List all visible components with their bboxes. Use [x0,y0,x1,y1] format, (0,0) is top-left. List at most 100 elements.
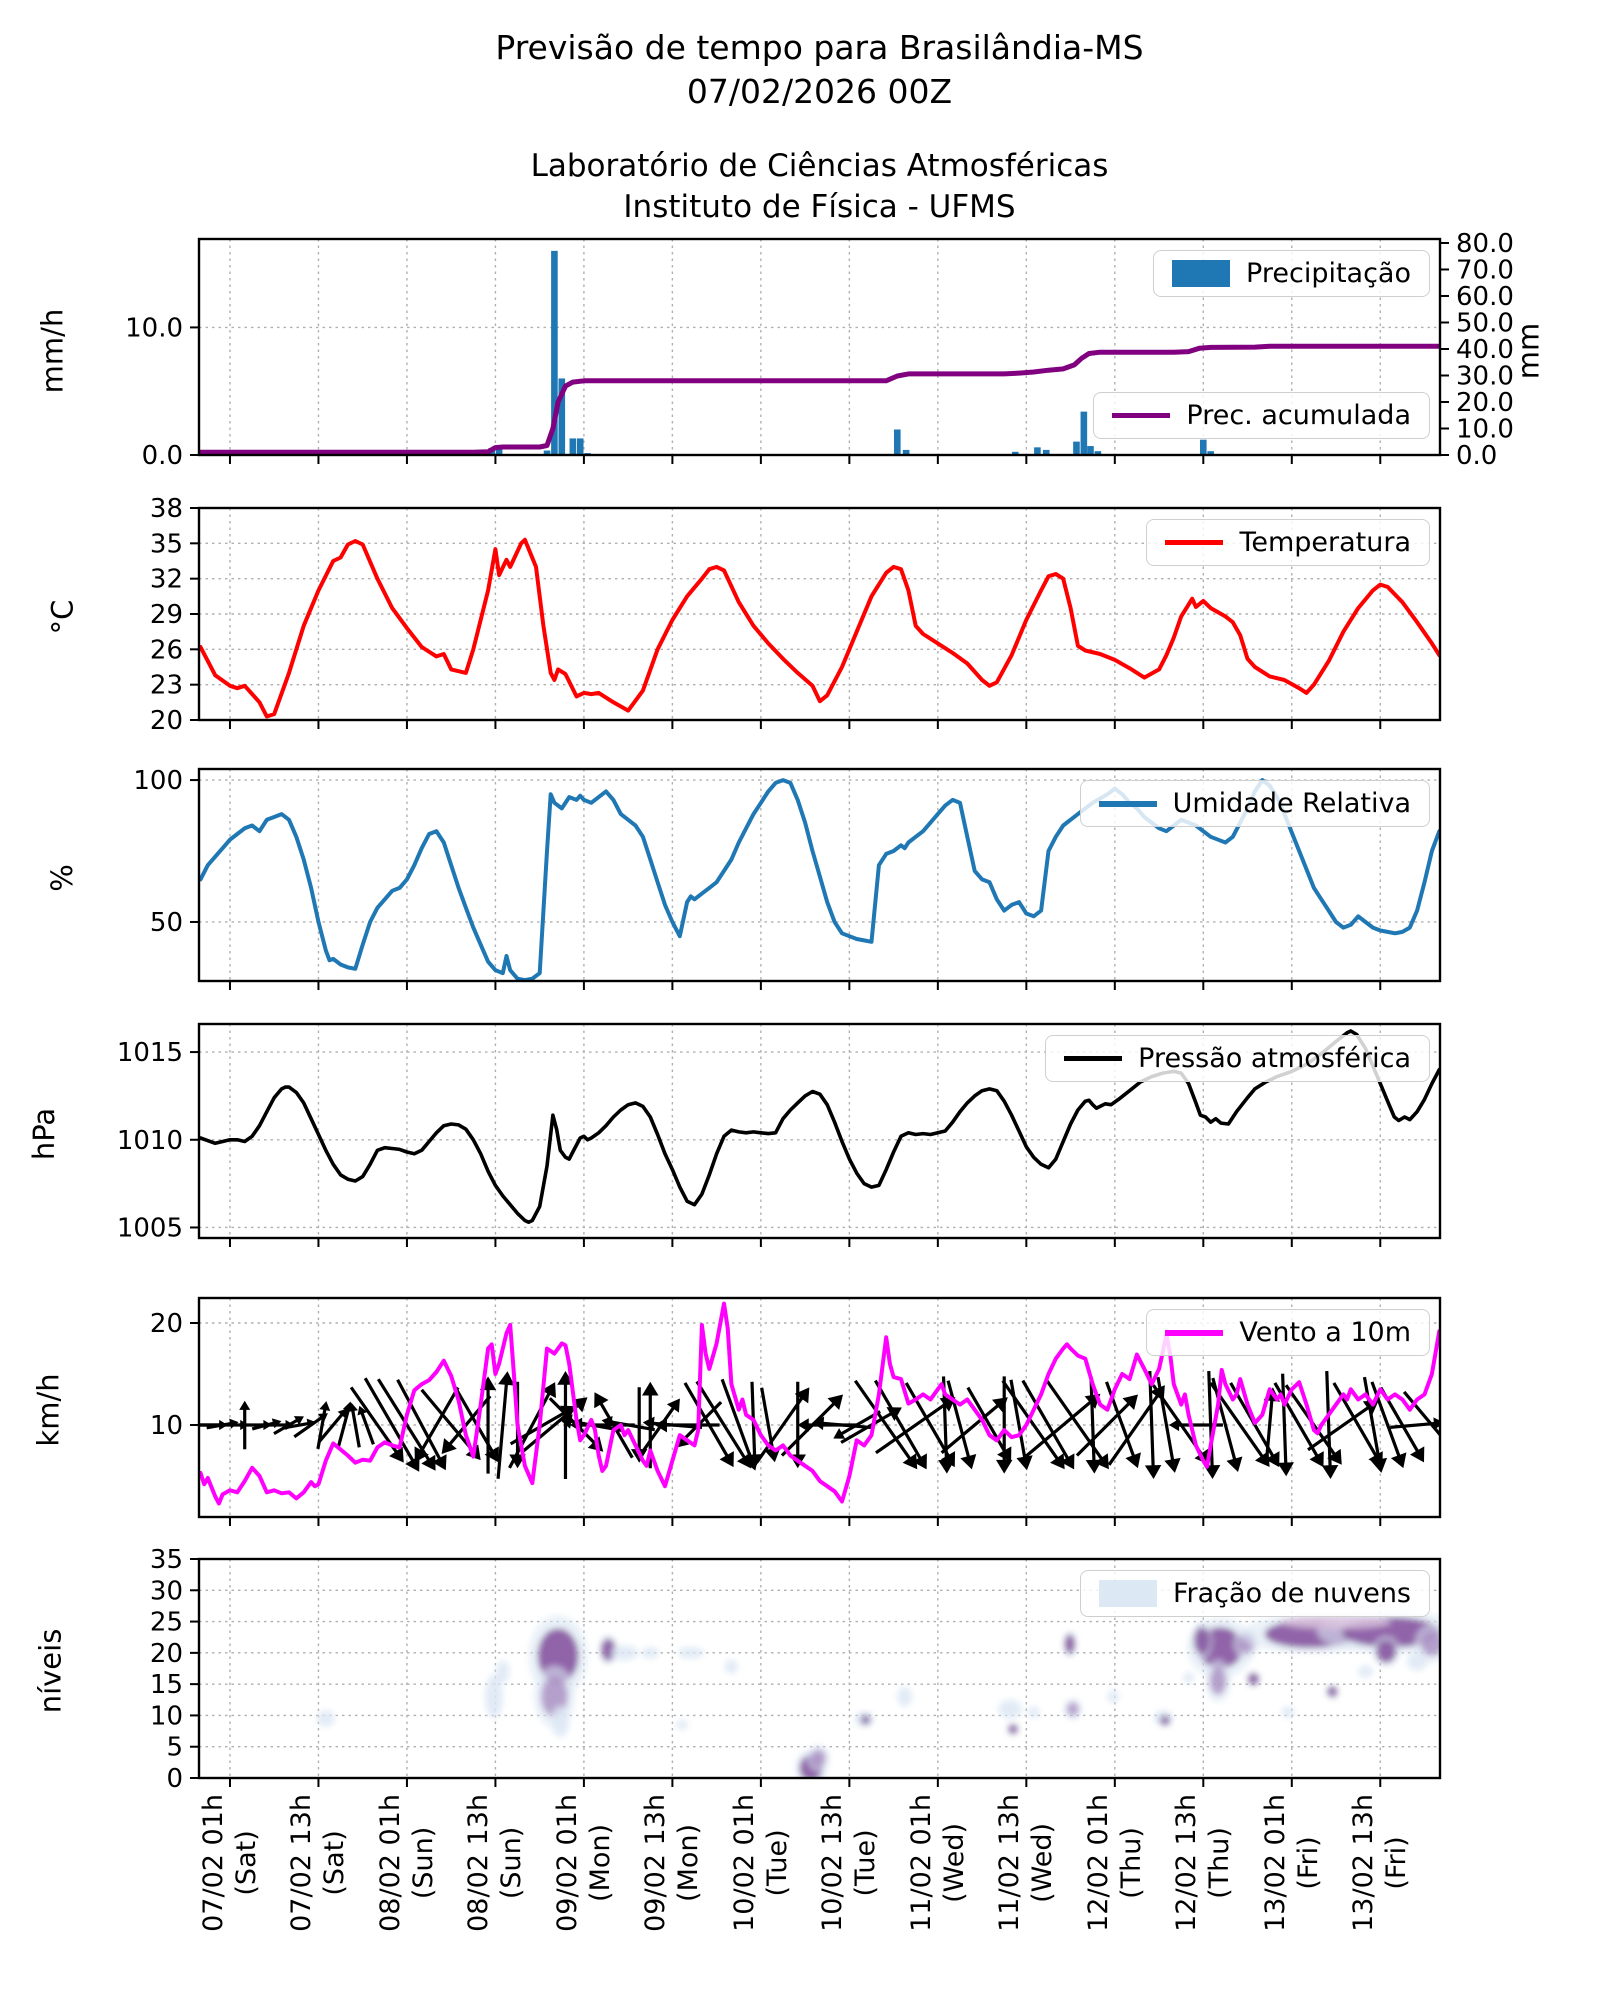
x-tick-weekday: (Thu) [1204,1827,1236,1899]
cloud-blob [1160,1715,1170,1725]
data-line [199,343,1440,455]
wind-arrow-head [797,1418,809,1432]
cloud-blob [551,1706,570,1738]
wind-arrow-head [1085,1459,1103,1474]
wind-arrow-head [666,1398,680,1413]
precipitation-bar [1073,441,1080,455]
x-tick-weekday: (Thu) [1115,1827,1147,1899]
wind-arrow-head [642,1416,655,1431]
x-tick-date: 10/02 01h [728,1794,760,1932]
y-tick-label: 32 [150,565,183,595]
y-tick-label: 0 [166,1764,183,1794]
cloud-blob [1107,1690,1120,1703]
wind-arrow-head [827,1394,844,1410]
wind-arrow-shaft [420,1388,477,1456]
wind-arrow-shaft [1402,1390,1440,1438]
wind-arrow-head [960,1453,977,1470]
wind-arrow-head [1370,1457,1388,1473]
precipitation-bar [893,429,901,455]
x-tick-weekday: (Sun) [407,1826,439,1900]
cloud-blob [1183,1672,1194,1684]
cloud-blob [1066,1702,1079,1717]
wind-arrow-shaft [904,1382,953,1461]
wind-arrow-shaft [1024,1397,1096,1458]
precipitation-bar [569,438,577,455]
y-tick-label: 20 [150,1309,183,1339]
precipitation-bar [551,250,558,455]
precipitation-bar [1200,439,1207,455]
cloud-blob [1027,1706,1040,1718]
wind-arrow-shaft [780,1398,839,1457]
cloud-blob [1248,1673,1259,1685]
y-tick-label: 1010 [117,1126,183,1156]
wind-arrow-shaft [363,1377,417,1466]
precipitation-bar [902,449,910,455]
wind-arrow-shaft [520,1401,583,1454]
panel-border [197,1022,1442,1240]
legend-temperature-label: Temperatura [1239,527,1411,558]
wind-arrow-shaft [853,1379,914,1464]
wind-arrow-head [441,1438,457,1454]
wind-arrow-head [1309,1451,1324,1468]
y-tick-label: 5 [166,1733,183,1763]
x-tick-label-text: 10/02 13h (Tue) [816,1794,882,1932]
x-tick-weekday: (Fri) [1292,1836,1324,1890]
wind-arrow-shaft [445,1395,492,1449]
legend-accumulated-label: Prec. acumulada [1186,400,1411,431]
wind-arrow-head [414,1446,429,1463]
wind-arrow-shaft [417,1386,460,1457]
wind-arrow-head [1122,1394,1138,1410]
wind-arrow-shaft [720,1378,755,1464]
x-tick-weekday: (Fri) [1381,1836,1413,1890]
x-tick-date: 10/02 13h [817,1794,849,1932]
wind-arrow-shaft [873,1379,925,1464]
wind-arrow-head [498,1371,515,1386]
y-tick-label: 35 [150,529,183,559]
wind-arrow-head [594,1392,609,1409]
y-tick-label: 100 [133,766,183,796]
legend-humidity: Umidade Relativa [1079,780,1430,827]
wind-arrow-head [541,1382,556,1399]
y-tick-label: 35 [150,1545,183,1575]
wind-arrow-shaft [1325,1370,1332,1472]
precipitation-bar [543,450,551,455]
wind-arrow-shaft [350,1407,361,1448]
wind-line-swatch-icon [1165,1329,1224,1336]
wind-arrow-shaft [336,1406,351,1449]
cloud-blob [998,1699,1022,1719]
x-tick-label-text: 07/02 13h (Sat) [285,1794,351,1932]
wind-arrow-head [1265,1451,1280,1468]
x-tick-weekday: (Sun) [496,1826,528,1900]
legend-temperature: Temperatura [1146,519,1430,566]
cloud-blob [1280,1615,1392,1630]
wind-arrows-group [199,1370,1440,1479]
y-tick-label-right: 10.0 [1456,414,1514,444]
wind-arrow-head [1125,1452,1141,1469]
y-tick-label: 50 [150,908,183,938]
wind-arrow-head [794,1387,810,1404]
cloud-blob [1420,1630,1440,1656]
y-tick-label: 38 [150,494,183,524]
y-tick-label-right: 20.0 [1456,388,1514,418]
y-tick-label-right: 80.0 [1456,229,1514,259]
wind-arrow-head [337,1408,348,1419]
x-tick-label-text: 07/02 01h (Sat) [197,1794,263,1932]
wind-arrow-shaft [607,1419,656,1432]
x-tick-weekday: (Tue) [761,1829,793,1897]
x-tick-date: 13/02 13h [1348,1794,1380,1932]
precipitation-bar [558,378,566,455]
wind-arrow-head [357,1405,368,1416]
y-tick-label-right: 30.0 [1456,361,1514,391]
wind-arrow-shaft [840,1409,896,1444]
data-line [199,537,1440,719]
cloud-blob [724,1659,739,1674]
wind-arrow-head [1144,1464,1162,1479]
precipitation-bar [1011,451,1019,455]
y-tick-label: 15 [150,1670,183,1700]
precipitation-bar [576,438,584,455]
wind-arrow-shaft [1001,1379,1062,1464]
y-tick-label: 10.0 [125,313,183,343]
wind-arrow-shaft [1089,1376,1096,1466]
wind-arrow-head [1277,1462,1294,1477]
